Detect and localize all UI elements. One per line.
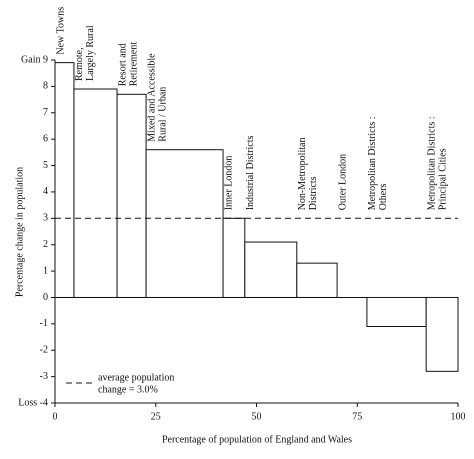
- y-tick-label: 4: [43, 186, 48, 197]
- category-label: Mixed and Accessible: [146, 53, 157, 142]
- y-tick-label: 1: [43, 265, 48, 276]
- y-tick-label: Gain 9: [21, 54, 48, 65]
- y-axis-label: Percentage change in population: [14, 167, 25, 297]
- bar: [145, 149, 224, 298]
- x-axis-label: Percentage of population of England and …: [162, 434, 352, 445]
- x-tick-label: 100: [451, 411, 466, 422]
- category-label: Districts: [308, 176, 319, 210]
- x-tick-label: 75: [352, 411, 362, 422]
- bar: [244, 241, 298, 298]
- bar: [296, 262, 338, 298]
- y-tick-label: Loss -4: [18, 397, 48, 408]
- bar: [116, 93, 147, 298]
- category-label: Resort and: [117, 43, 128, 86]
- category-label: Metropolitan Districts :: [426, 116, 437, 210]
- category-label: New Towns: [55, 7, 66, 55]
- category-label: Retirement: [128, 42, 139, 87]
- bar: [366, 296, 427, 327]
- category-label: Remote,: [74, 47, 85, 81]
- y-tick-label: 8: [43, 81, 48, 92]
- category-label: Industrial Districts: [245, 135, 256, 210]
- y-tick-label: 2: [43, 239, 48, 250]
- category-label: Principal Cities: [437, 148, 448, 210]
- bar: [222, 217, 246, 298]
- y-tick-label: 7: [43, 107, 48, 118]
- y-tick-label: 6: [43, 133, 48, 144]
- y-tick-label: 5: [43, 160, 48, 171]
- legend-text: change = 3.0%: [98, 384, 158, 395]
- x-tick-label: 25: [151, 411, 161, 422]
- category-label: Outer London: [337, 154, 348, 210]
- category-label: Largely Rural: [85, 25, 96, 81]
- bar: [425, 296, 459, 372]
- category-label: Inner London: [223, 156, 234, 211]
- category-label: Others: [378, 184, 389, 211]
- bar: [54, 62, 75, 298]
- bar: [73, 88, 118, 298]
- x-tick-label: 50: [252, 411, 262, 422]
- x-tick-label: 0: [53, 411, 58, 422]
- category-label: Metropolitan Districts :: [367, 116, 378, 210]
- y-tick-label: -3: [40, 371, 48, 382]
- legend-text: average population: [98, 372, 174, 383]
- y-tick-label: -1: [40, 318, 48, 329]
- y-tick-label: -2: [40, 345, 48, 356]
- y-tick-label: 0: [43, 292, 48, 303]
- y-tick-label: 3: [43, 213, 48, 224]
- category-label: Rural / Urban: [157, 87, 168, 142]
- category-label: Non-Metropolitan: [297, 138, 308, 211]
